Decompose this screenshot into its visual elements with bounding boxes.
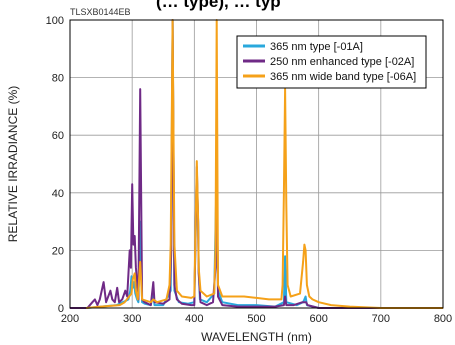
legend: 365 nm type [-01A] 250 nm enhanced type [… <box>236 35 427 89</box>
x-tick-label: 600 <box>309 313 327 325</box>
x-tick-label: 200 <box>61 313 79 325</box>
y-axis-label: RELATIVE IRRADIANCE (%) <box>6 86 20 242</box>
legend-box <box>236 35 427 89</box>
series-line-2 <box>86 19 443 309</box>
x-tick-label: 500 <box>247 313 265 325</box>
x-axis-label: WAVELENGTH (nm) <box>201 330 312 344</box>
x-tick-label: 300 <box>123 313 141 325</box>
plot-frame <box>69 19 444 309</box>
y-ticks: 0 20 40 60 80 100 <box>46 15 64 315</box>
y-tick-label: 40 <box>52 188 64 200</box>
y-tick-label: 20 <box>52 245 64 257</box>
x-tick-label: 800 <box>434 313 452 325</box>
data-series <box>70 19 443 309</box>
y-tick-label: 100 <box>46 15 64 27</box>
y-tick-label: 0 <box>58 303 64 315</box>
chart-title: (… type), … typ <box>156 0 281 11</box>
y-tick-label: 80 <box>52 73 64 85</box>
x-ticks: 200 300 400 500 600 700 800 <box>61 313 452 325</box>
y-tick-label: 60 <box>52 130 64 142</box>
series-line-1 <box>70 19 443 309</box>
x-tick-label: 400 <box>185 313 203 325</box>
legend-label-1: 250 nm enhanced type [-02A] <box>270 56 414 68</box>
legend-label-0: 365 nm type [-01A] <box>270 41 363 53</box>
x-tick-label: 700 <box>372 313 390 325</box>
figure-code: TLSXB0144EB <box>70 7 131 17</box>
legend-label-2: 365 nm wide band type [-06A] <box>270 71 416 83</box>
